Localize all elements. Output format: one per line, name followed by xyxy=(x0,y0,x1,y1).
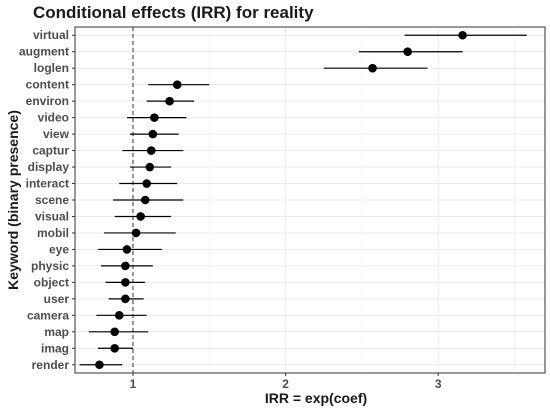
y-tick-label: video xyxy=(38,111,69,125)
y-tick-label: view xyxy=(43,127,70,141)
point-video xyxy=(150,113,159,122)
chart-title: Conditional effects (IRR) for reality xyxy=(33,3,314,22)
point-view xyxy=(148,129,158,139)
point-augment xyxy=(403,47,412,57)
y-tick-label: virtual xyxy=(33,28,69,42)
point-physic xyxy=(121,261,130,271)
point-environ xyxy=(165,96,174,106)
x-tick-label: 2 xyxy=(282,377,289,391)
y-tick-label: imag xyxy=(41,341,69,355)
y-tick-label: eye xyxy=(49,242,69,256)
y-tick-label: object xyxy=(34,275,69,289)
point-render xyxy=(95,360,104,370)
y-tick-label: map xyxy=(44,325,69,339)
x-tick-label: 1 xyxy=(130,377,137,391)
y-tick-label: captur xyxy=(32,144,69,158)
point-mobil xyxy=(131,228,141,238)
y-tick-label: render xyxy=(32,358,70,372)
x-axis-title: IRR = exp(coef) xyxy=(265,390,367,406)
y-tick-label: display xyxy=(28,160,70,174)
x-tick-label: 3 xyxy=(435,377,442,391)
point-eye xyxy=(122,245,132,254)
y-tick-label: camera xyxy=(27,308,69,322)
y-tick-label: augment xyxy=(19,45,69,59)
y-tick-label: scene xyxy=(35,193,69,207)
point-object xyxy=(121,278,130,287)
point-map xyxy=(110,327,119,337)
point-display xyxy=(145,162,155,172)
point-captur xyxy=(146,146,156,155)
y-tick-label: user xyxy=(44,292,70,306)
point-virtual xyxy=(458,30,467,40)
y-tick-label: mobil xyxy=(37,226,69,240)
point-loglen xyxy=(368,63,377,73)
y-tick-label: content xyxy=(26,78,69,92)
point-content xyxy=(172,80,182,89)
y-tick-label: environ xyxy=(26,94,69,108)
point-user xyxy=(121,294,130,304)
y-axis-title: Keyword (binary presence) xyxy=(5,110,21,290)
point-visual xyxy=(136,212,145,221)
y-tick-label: loglen xyxy=(34,61,69,75)
point-scene xyxy=(140,195,150,205)
y-tick-label: physic xyxy=(31,259,69,273)
point-interact xyxy=(142,179,152,188)
point-imag xyxy=(110,343,119,353)
point-camera xyxy=(114,311,124,320)
y-tick-label: visual xyxy=(35,209,69,223)
y-tick-label: interact xyxy=(26,177,69,191)
